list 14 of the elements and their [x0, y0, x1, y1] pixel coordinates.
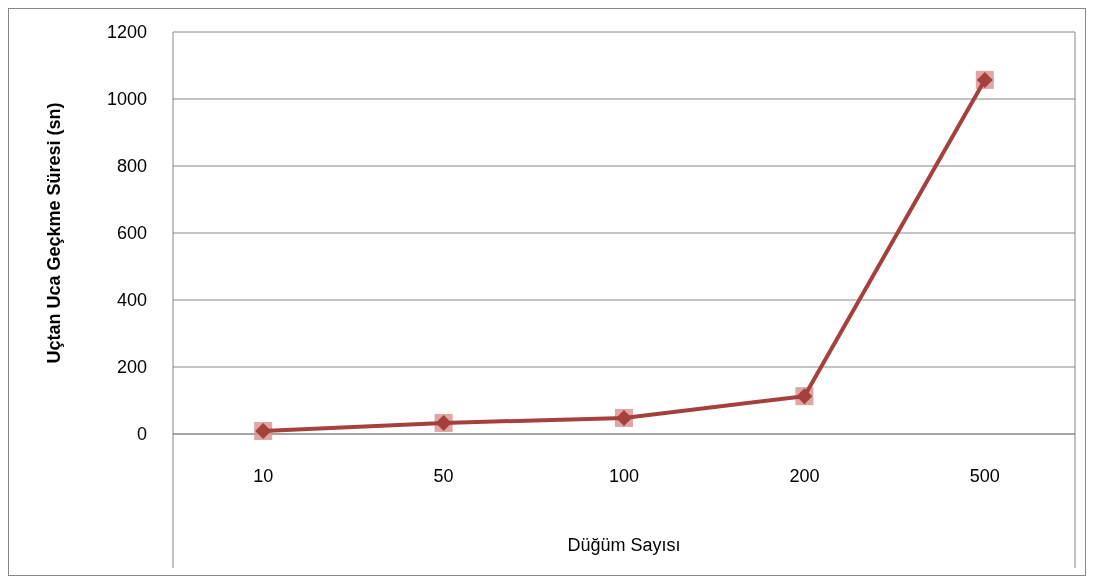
y-tick-label: 200 — [116, 357, 147, 378]
x-axis-title: Düğüm Sayısı — [567, 535, 681, 555]
y-axis-title: Uçtan Uca Geçkme Süresi (sn) — [44, 102, 64, 364]
y-tick-label: 1000 — [106, 89, 147, 110]
y-tick-label: 600 — [116, 223, 147, 244]
x-tick-label: 10 — [253, 466, 274, 486]
x-tick-label: 100 — [608, 466, 640, 486]
y-tick-label: 400 — [116, 290, 147, 311]
x-tick-label: 500 — [969, 466, 1000, 486]
x-tick-label: 50 — [433, 466, 454, 486]
y-tick-label: 1200 — [106, 22, 147, 43]
y-tick-label: 800 — [116, 156, 147, 177]
x-tick-label: 200 — [789, 466, 820, 486]
y-tick-label: 0 — [136, 424, 147, 445]
